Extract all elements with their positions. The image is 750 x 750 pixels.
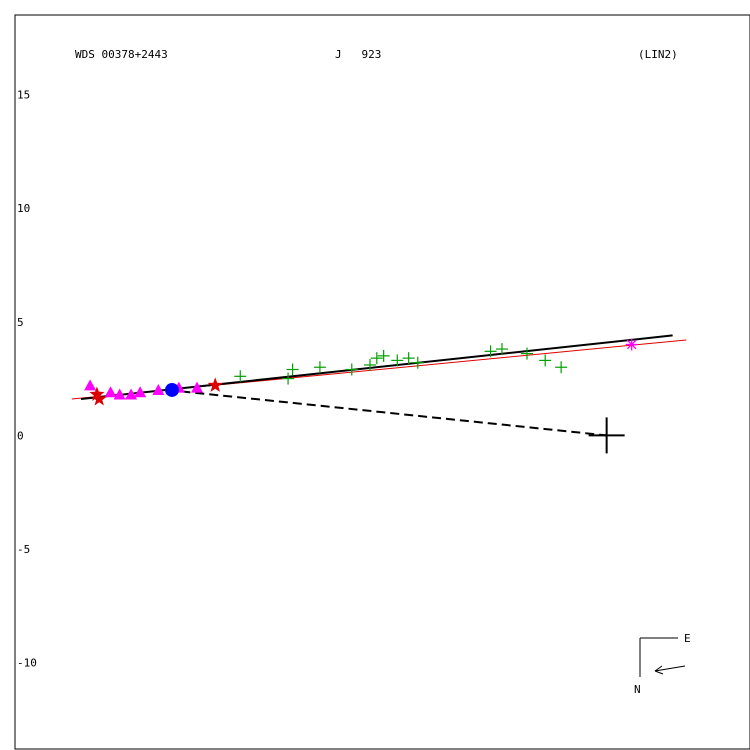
orbit-grade-label: (LIN2) [638,48,678,61]
y-tick-label: 0 [17,429,24,442]
y-tick-label: 5 [17,316,24,329]
triangle-point [84,379,97,391]
star-point [207,377,223,392]
plus-point [555,361,568,374]
triangle-point [125,388,138,400]
data-points [84,338,638,406]
discoverer-label: J 923 [335,48,381,61]
plus-point [391,354,404,367]
plus-point [370,352,383,365]
compass-east-label: E [684,632,691,645]
plus-point [495,343,508,356]
y-tick-label: 15 [17,89,30,102]
plus-point [313,361,326,374]
plus-point [539,354,552,367]
asterisk-point [625,338,638,351]
y-tick-label: 10 [17,202,30,215]
plus-point [402,352,415,365]
compass-north-label: N [634,683,641,696]
triangle-point [152,383,165,395]
star-point [89,386,105,401]
triangle-point [104,386,117,398]
y-tick-label: -10 [17,657,37,670]
asterisk-stroke [626,339,637,350]
plus-point [234,370,247,383]
plot-frame [14,14,750,750]
triangle-point [191,381,204,393]
y-tick-label: -5 [17,543,30,556]
star-point [91,391,107,406]
compass-rose: E N [634,632,691,696]
circle-point [165,382,180,397]
plus-point [520,347,533,360]
triangle-point [134,386,147,398]
y-axis-ticks: 15 10 5 0 -5 -10 [17,89,37,670]
plus-point [363,358,376,371]
motion-arrow-icon [654,665,686,675]
plus-point [411,356,424,369]
triangle-point [113,388,126,400]
plus-point [345,363,358,376]
dashed-link-line [167,388,607,437]
plus-point [377,349,390,362]
plus-point [286,363,299,376]
plus-point [282,372,295,385]
plus-point [484,345,497,358]
wds-id-label: WDS 00378+2443 [75,48,168,61]
